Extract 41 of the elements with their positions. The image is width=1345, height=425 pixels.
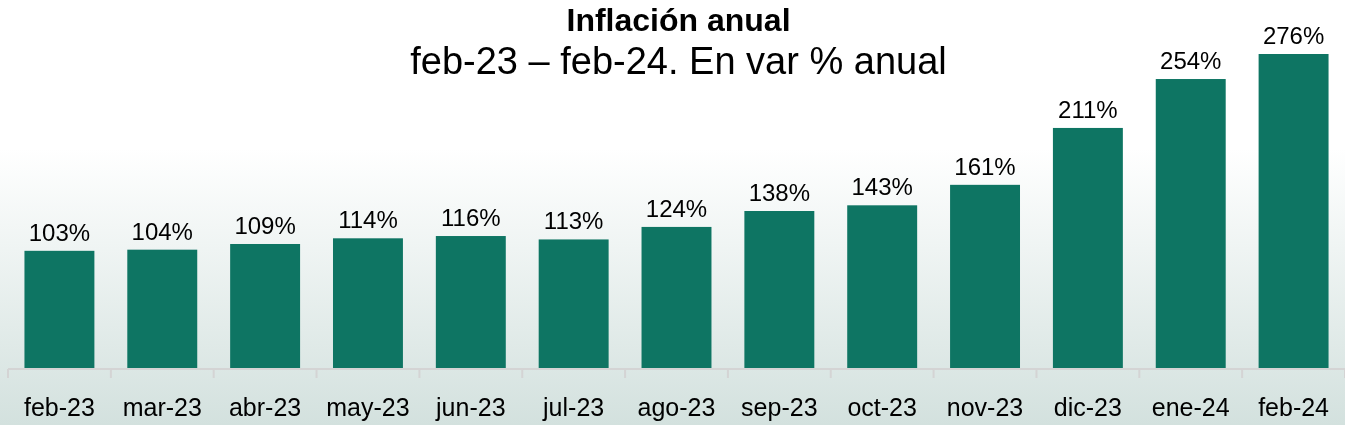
x-tick-label: jun-23 [435,393,506,421]
chart-subtitle: feb-23 – feb-24. En var % anual [410,40,947,82]
data-label: 103% [28,218,91,246]
data-label: 124% [645,194,708,222]
x-tick-label: ene-24 [1151,393,1230,421]
bar [1258,54,1329,368]
data-label: 104% [131,217,193,245]
x-tick-label: feb-24 [1258,393,1330,421]
bar [332,238,403,368]
data-label: 161% [954,152,1016,180]
x-tick-label: nov-23 [946,393,1024,421]
bar [641,226,712,368]
bar [744,211,815,368]
bar [847,205,918,368]
data-label: 211% [1058,95,1118,123]
data-label: 138% [748,179,811,206]
data-label: 113% [543,207,604,235]
data-label: 276% [1262,22,1325,49]
x-tick-label: jul-23 [542,393,605,421]
bar [435,236,506,368]
x-tick-label: sep-23 [741,393,818,421]
x-tick-label: mar-23 [122,393,202,421]
bar [24,250,95,368]
bar [1052,127,1123,368]
bar [127,249,198,368]
data-label: 109% [234,211,296,239]
x-tick-label: dic-23 [1053,393,1122,421]
bar [230,243,301,368]
bar [538,239,609,368]
x-tick-label: ago-23 [637,393,716,421]
data-label: 254% [1160,47,1222,75]
bar [950,184,1021,368]
data-label: 114% [338,206,398,234]
data-label: 116% [441,204,501,232]
x-tick-label: abr-23 [228,393,302,421]
data-label: 143% [851,173,913,201]
chart-title: Inflación anual [566,2,791,38]
x-tick-label: oct-23 [847,393,917,421]
bar [1155,79,1226,368]
x-tick-label: feb-23 [23,393,95,421]
x-tick-label: may-23 [326,393,410,421]
